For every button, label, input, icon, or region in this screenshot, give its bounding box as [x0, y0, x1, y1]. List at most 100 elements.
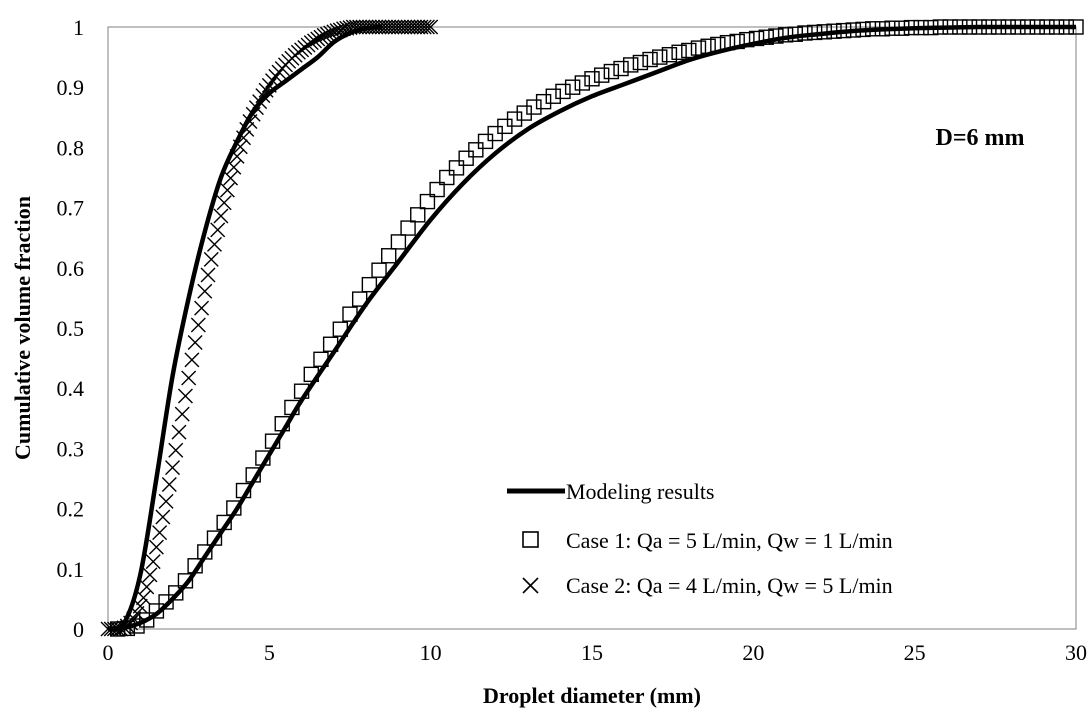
- case2-point: [206, 236, 222, 252]
- y-axis-ticks: 0 0.1 0.2 0.3 0.4 0.5 0.6 0.7 0.8 0.9 1: [57, 15, 85, 642]
- case2-point: [223, 170, 239, 186]
- y-tick-label: 1: [73, 15, 84, 40]
- case2-point: [165, 460, 181, 476]
- case1-point: [400, 220, 416, 236]
- case1-point: [168, 585, 184, 601]
- y-tick-label: 0.6: [57, 256, 85, 281]
- x-tick-label: 10: [420, 640, 442, 665]
- x-tick-label: 20: [742, 640, 764, 665]
- case1-point: [439, 169, 455, 186]
- case2-point: [187, 334, 203, 350]
- x-tick-label: 25: [904, 640, 926, 665]
- y-tick-label: 0.4: [57, 376, 85, 401]
- case1-point: [419, 193, 436, 210]
- x-tick-label: 30: [1065, 640, 1087, 665]
- case2-point: [148, 539, 164, 555]
- case2-point: [416, 19, 432, 35]
- y-tick-label: 0.9: [57, 75, 85, 100]
- legend-square-marker: [522, 531, 539, 548]
- y-tick-label: 0: [73, 617, 84, 642]
- case2-point: [197, 283, 213, 299]
- case2-point: [219, 182, 235, 198]
- case1-point: [623, 57, 639, 73]
- case1-point: [632, 54, 649, 71]
- case2-point: [203, 251, 219, 267]
- case1-point: [381, 248, 397, 264]
- case1-point: [671, 44, 687, 60]
- case1-point: [477, 133, 494, 150]
- x-axis-title: Droplet diameter (mm): [483, 683, 701, 708]
- case1-point: [448, 160, 465, 176]
- case2-point: [142, 567, 158, 583]
- legend: Modeling results Case 1: Qa = 5 L/min, Q…: [507, 479, 893, 598]
- case2-point: [152, 525, 168, 541]
- case1-point: [158, 594, 174, 610]
- case1-point: [468, 142, 484, 158]
- y-axis-title: Cumulative volume fraction: [10, 196, 35, 460]
- case1-point: [506, 111, 523, 127]
- case2-point: [423, 19, 439, 35]
- case1-point: [390, 234, 407, 250]
- case1-point: [458, 150, 474, 166]
- case1-point: [545, 88, 561, 104]
- y-tick-label: 0.3: [57, 436, 85, 461]
- legend-label-model: Modeling results: [566, 479, 715, 504]
- legend-label-case2: Case 2: Qa = 4 L/min, Qw = 5 L/min: [566, 573, 893, 598]
- case1-point: [584, 71, 600, 87]
- case2-point: [419, 19, 435, 35]
- case1-point: [371, 262, 387, 278]
- case1-point: [361, 276, 378, 293]
- case2-point: [181, 370, 197, 386]
- case1-point: [516, 105, 532, 121]
- case2-point: [155, 509, 171, 525]
- legend-cross-marker: [522, 577, 539, 594]
- case2-series: [100, 19, 439, 637]
- case2-point: [216, 195, 232, 211]
- case1-point: [526, 99, 542, 115]
- model-series: [107, 24, 1076, 632]
- x-tick-label: 15: [581, 640, 603, 665]
- case1-point: [139, 612, 155, 628]
- case1-point: [564, 79, 581, 95]
- case1-point: [661, 46, 678, 63]
- x-tick-label: 5: [264, 640, 275, 665]
- case2-point: [213, 208, 229, 224]
- case2-point: [145, 554, 161, 570]
- case2-point: [184, 352, 200, 368]
- case2-point: [139, 579, 155, 595]
- case1-point: [429, 181, 445, 198]
- y-tick-label: 0.8: [57, 135, 85, 160]
- case2-point: [158, 493, 174, 509]
- case2-point: [190, 317, 206, 333]
- y-tick-label: 0.1: [57, 557, 85, 582]
- case1-point: [593, 67, 610, 83]
- y-tick-label: 0.7: [57, 196, 85, 221]
- case1-point: [642, 51, 658, 68]
- case1-point: [574, 75, 591, 91]
- case1-point: [681, 42, 697, 59]
- case2-point: [161, 477, 177, 493]
- model-curve: [107, 24, 1076, 632]
- case1-point: [410, 207, 426, 223]
- y-tick-label: 0.5: [57, 316, 85, 341]
- chart-annotation: D=6 mm: [936, 125, 1025, 151]
- case2-point: [200, 267, 216, 283]
- case1-point: [555, 83, 571, 100]
- case1-point: [652, 49, 668, 65]
- legend-label-case1: Case 1: Qa = 5 L/min, Qw = 1 L/min: [566, 528, 893, 553]
- y-tick-label: 0.2: [57, 497, 85, 522]
- case2-point: [177, 388, 193, 404]
- case1-point: [351, 291, 368, 307]
- case2-point: [210, 222, 226, 238]
- case2-point: [135, 590, 151, 606]
- case2-point: [132, 598, 148, 614]
- model-curve: [107, 24, 383, 632]
- case2-point: [168, 442, 184, 458]
- case1-point: [613, 60, 629, 77]
- case2-point: [171, 424, 187, 440]
- case2-point: [194, 300, 210, 316]
- case1-point: [603, 63, 620, 80]
- plot-area: [107, 26, 1077, 630]
- x-tick-label: 0: [103, 640, 114, 665]
